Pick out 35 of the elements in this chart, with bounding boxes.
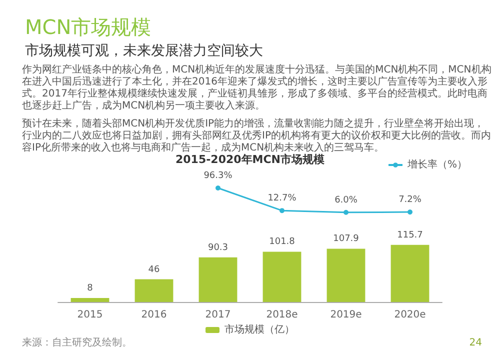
text: 24	[469, 338, 482, 348]
chart-subtitle: 市场规模可观，未来发展潜力空间较大	[25, 43, 263, 59]
data-label: 12.7%	[268, 194, 297, 204]
x-tick-label: 2018e	[266, 310, 298, 320]
text: 2015-2020年MCN市场规模	[175, 153, 326, 166]
legend-label: 增长率（%）	[406, 158, 468, 170]
data-label: 115.7	[397, 230, 423, 240]
bar	[390, 244, 430, 302]
data-label: 6.0%	[334, 195, 358, 206]
chart-title: MCN市场规模	[25, 15, 152, 39]
source-note: 来源：自主研究及绘制。	[22, 336, 132, 348]
text: 作为网红产业链条中的核心角色，MCN机构近年的发展速度十分迅猛。与美国的MCN机构不同，MCN机构在进入中国后迅速进行了本土化，并在2016年迎来了爆发式的增长，这时主要以广告宣传等为主要收入形式。2017年行业整体规模继续快速发展，产业链初具雏形，形成了多领域、多平台的经营模式。此时电商也逐步赶上广告，成为MCN机构另一项主要收入来源。	[21, 64, 492, 112]
x-tick-label: 2020e	[394, 310, 426, 320]
x-tick-label: 2015	[77, 310, 103, 320]
legend-label: 市场规模（亿）	[224, 324, 294, 336]
data-label: 46	[148, 264, 160, 275]
text: 预计在未来，随着头部MCN机构开发优质IP能力的增强，流量收割能力随之提升，行业壁垒将开始出现，行业内的二八效应也将日益加剧，拥有头部网红及优秀IP的机构将有更大的议价权和更大比例的营收。而内容IP化所带来的收入也将与电商和广告一起，成为MCN机构未来收入的三驾马车。	[22, 118, 491, 154]
x-tick-label: 2016	[141, 310, 167, 320]
point	[408, 210, 412, 215]
data-label: 8	[87, 284, 94, 294]
x-tick-label: 2017	[205, 310, 231, 320]
data-label: 90.3	[208, 242, 228, 253]
point	[216, 186, 220, 190]
point	[344, 210, 348, 215]
x-tick-label: 2019e	[330, 310, 362, 320]
bar	[134, 279, 174, 302]
data-label: 7.2%	[398, 195, 422, 206]
data-label: 101.8	[269, 237, 296, 248]
data-label: 96.3%	[204, 171, 233, 181]
data-label: 107.9	[333, 234, 360, 244]
bar	[70, 298, 110, 302]
bar	[198, 257, 238, 302]
bar	[262, 252, 302, 302]
bar	[326, 248, 366, 302]
point	[280, 208, 284, 214]
